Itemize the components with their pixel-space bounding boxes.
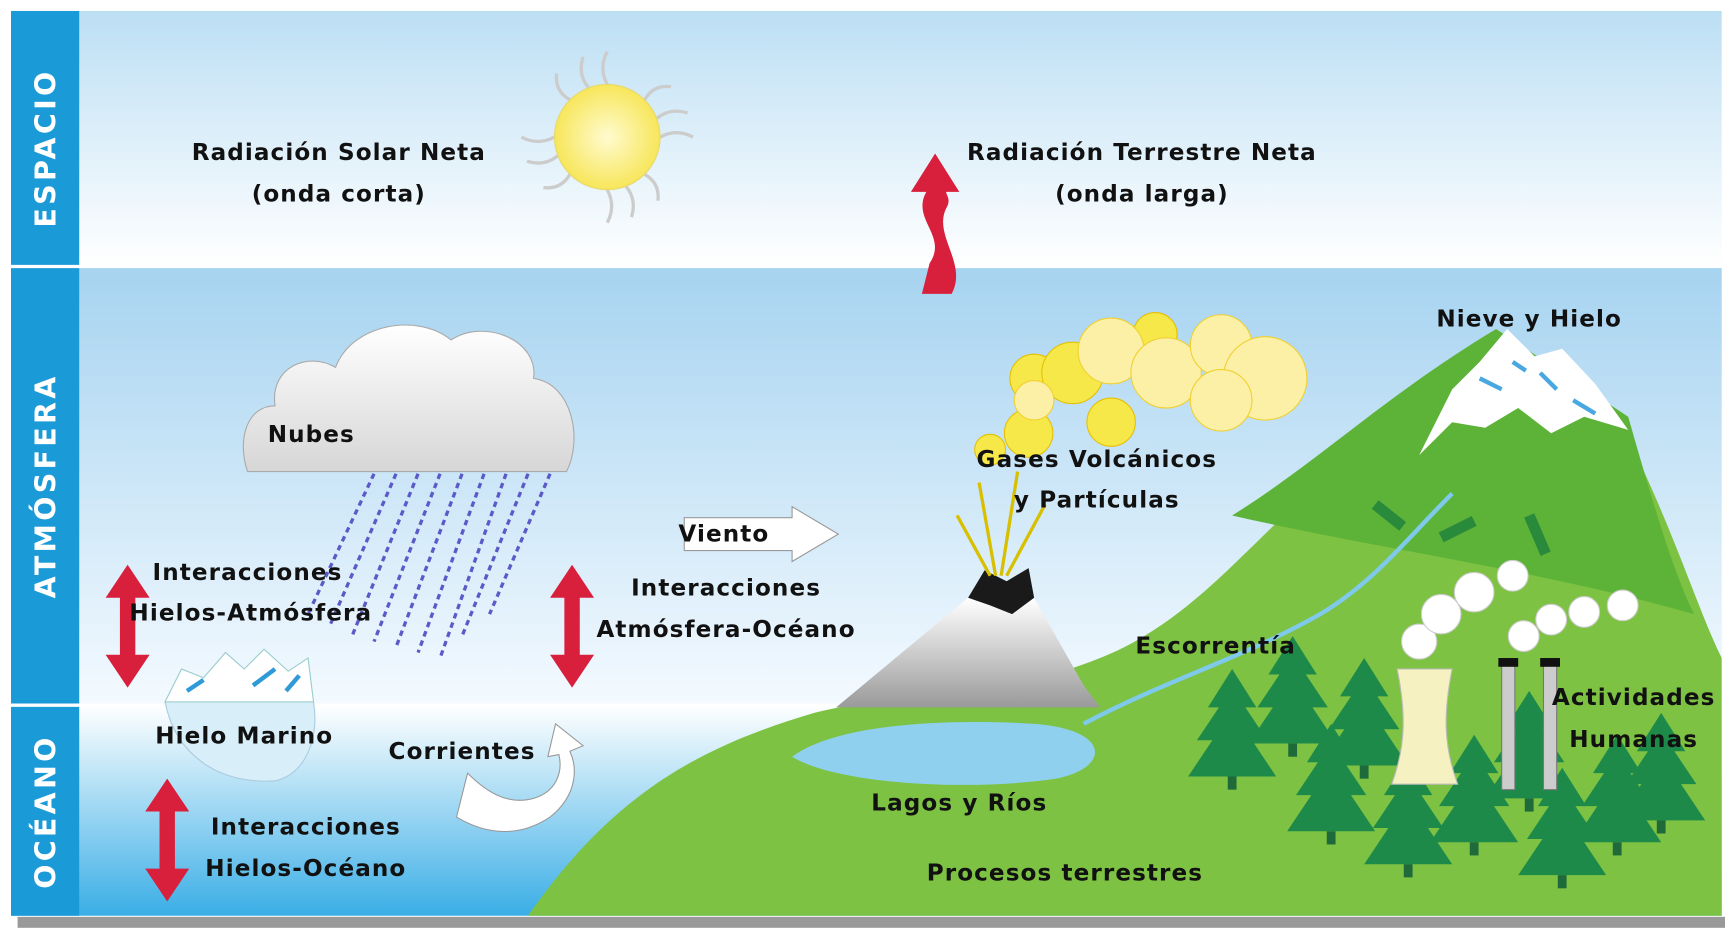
factory-g [1401, 559, 1639, 660]
volcano-g-circle [974, 433, 1007, 466]
factory-rect [1542, 662, 1558, 791]
label: Hielos-Océano [205, 856, 406, 882]
volcano-polygon [836, 597, 1101, 708]
label: (onda corta) [252, 182, 426, 208]
label: Corrientes [389, 739, 536, 765]
backgrounds-rect [11, 10, 1722, 267]
factory [1390, 559, 1639, 791]
arrows-path [455, 722, 585, 833]
sun-circle [553, 83, 661, 191]
sea-ice-path [164, 701, 316, 782]
sun [520, 50, 694, 224]
label: Escorrentía [1135, 634, 1296, 660]
factory-path [1390, 668, 1459, 785]
labels: Radiación Solar Neta (onda corta) Radiac… [129, 140, 1716, 887]
factory-g-circle [1401, 623, 1438, 660]
arrows [105, 153, 960, 902]
land-path [1082, 491, 1454, 726]
volcano [836, 312, 1308, 708]
sea-ice-path [185, 667, 301, 693]
label: Nubes [268, 422, 355, 448]
label: Interacciones [153, 560, 343, 586]
label: Humanas [1569, 727, 1698, 753]
label: Lagos y Ríos [871, 790, 1047, 816]
volcano-g-circle [1086, 397, 1136, 447]
volcano-g-circle [1189, 369, 1253, 432]
band-label: ATMÓSFERA [28, 373, 62, 598]
factory-g-circle [1496, 559, 1529, 592]
label: y Partículas [1014, 488, 1180, 514]
band-label: OCÉANO [28, 734, 62, 889]
label: Radiación Terrestre Neta [967, 140, 1317, 166]
backgrounds-rect [17, 916, 1725, 928]
volcano-g [1013, 314, 1308, 432]
label: Nieve y Hielo [1436, 307, 1622, 333]
cloud-path [242, 324, 575, 473]
land-path [1371, 500, 1551, 556]
factory-g-circle [1420, 593, 1462, 635]
label: Hielos-Atmósfera [129, 601, 372, 627]
cloud-g [306, 473, 552, 659]
label: Procesos terrestres [927, 861, 1203, 887]
sea-ice-polygon [164, 648, 315, 703]
factory-g-circle [1507, 620, 1540, 652]
land-path [792, 721, 1095, 785]
factory-g-circle [1535, 603, 1568, 636]
factory-g-circle [1453, 571, 1495, 613]
factory-rect [1540, 658, 1560, 667]
volcano-path [955, 471, 1047, 577]
cloud [242, 324, 575, 659]
label: Radiación Solar Neta [192, 140, 486, 166]
backgrounds-rect [11, 10, 80, 916]
label: (onda larga) [1055, 182, 1229, 208]
factory-g-circle [1568, 596, 1601, 628]
factory-rect [1498, 658, 1519, 667]
land-path [1478, 360, 1597, 416]
label: Interacciones [211, 815, 401, 841]
label: Gases Volcánicos [977, 447, 1218, 473]
factory-rect [1501, 662, 1516, 791]
cloud-g-path [306, 473, 552, 659]
label: Viento [678, 522, 769, 548]
volcano-g-circle [1130, 337, 1202, 409]
band-labels: ESPACIO ATMÓSFERA OCÉANO [28, 68, 62, 888]
factory-g-circle [1606, 589, 1639, 622]
label: Actividades [1552, 685, 1716, 711]
sea-ice [164, 648, 316, 782]
label: Atmósfera-Océano [596, 617, 855, 643]
arrows-polygon [683, 505, 840, 563]
volcano-g-circle [1013, 380, 1055, 421]
band-label: ESPACIO [28, 68, 62, 227]
arrows-path [910, 153, 960, 294]
sun-path [520, 50, 694, 224]
land-polygon [1419, 329, 1629, 456]
volcano-polygon [968, 568, 1035, 615]
label: Hielo Marino [155, 724, 333, 750]
label: Interacciones [631, 575, 821, 601]
